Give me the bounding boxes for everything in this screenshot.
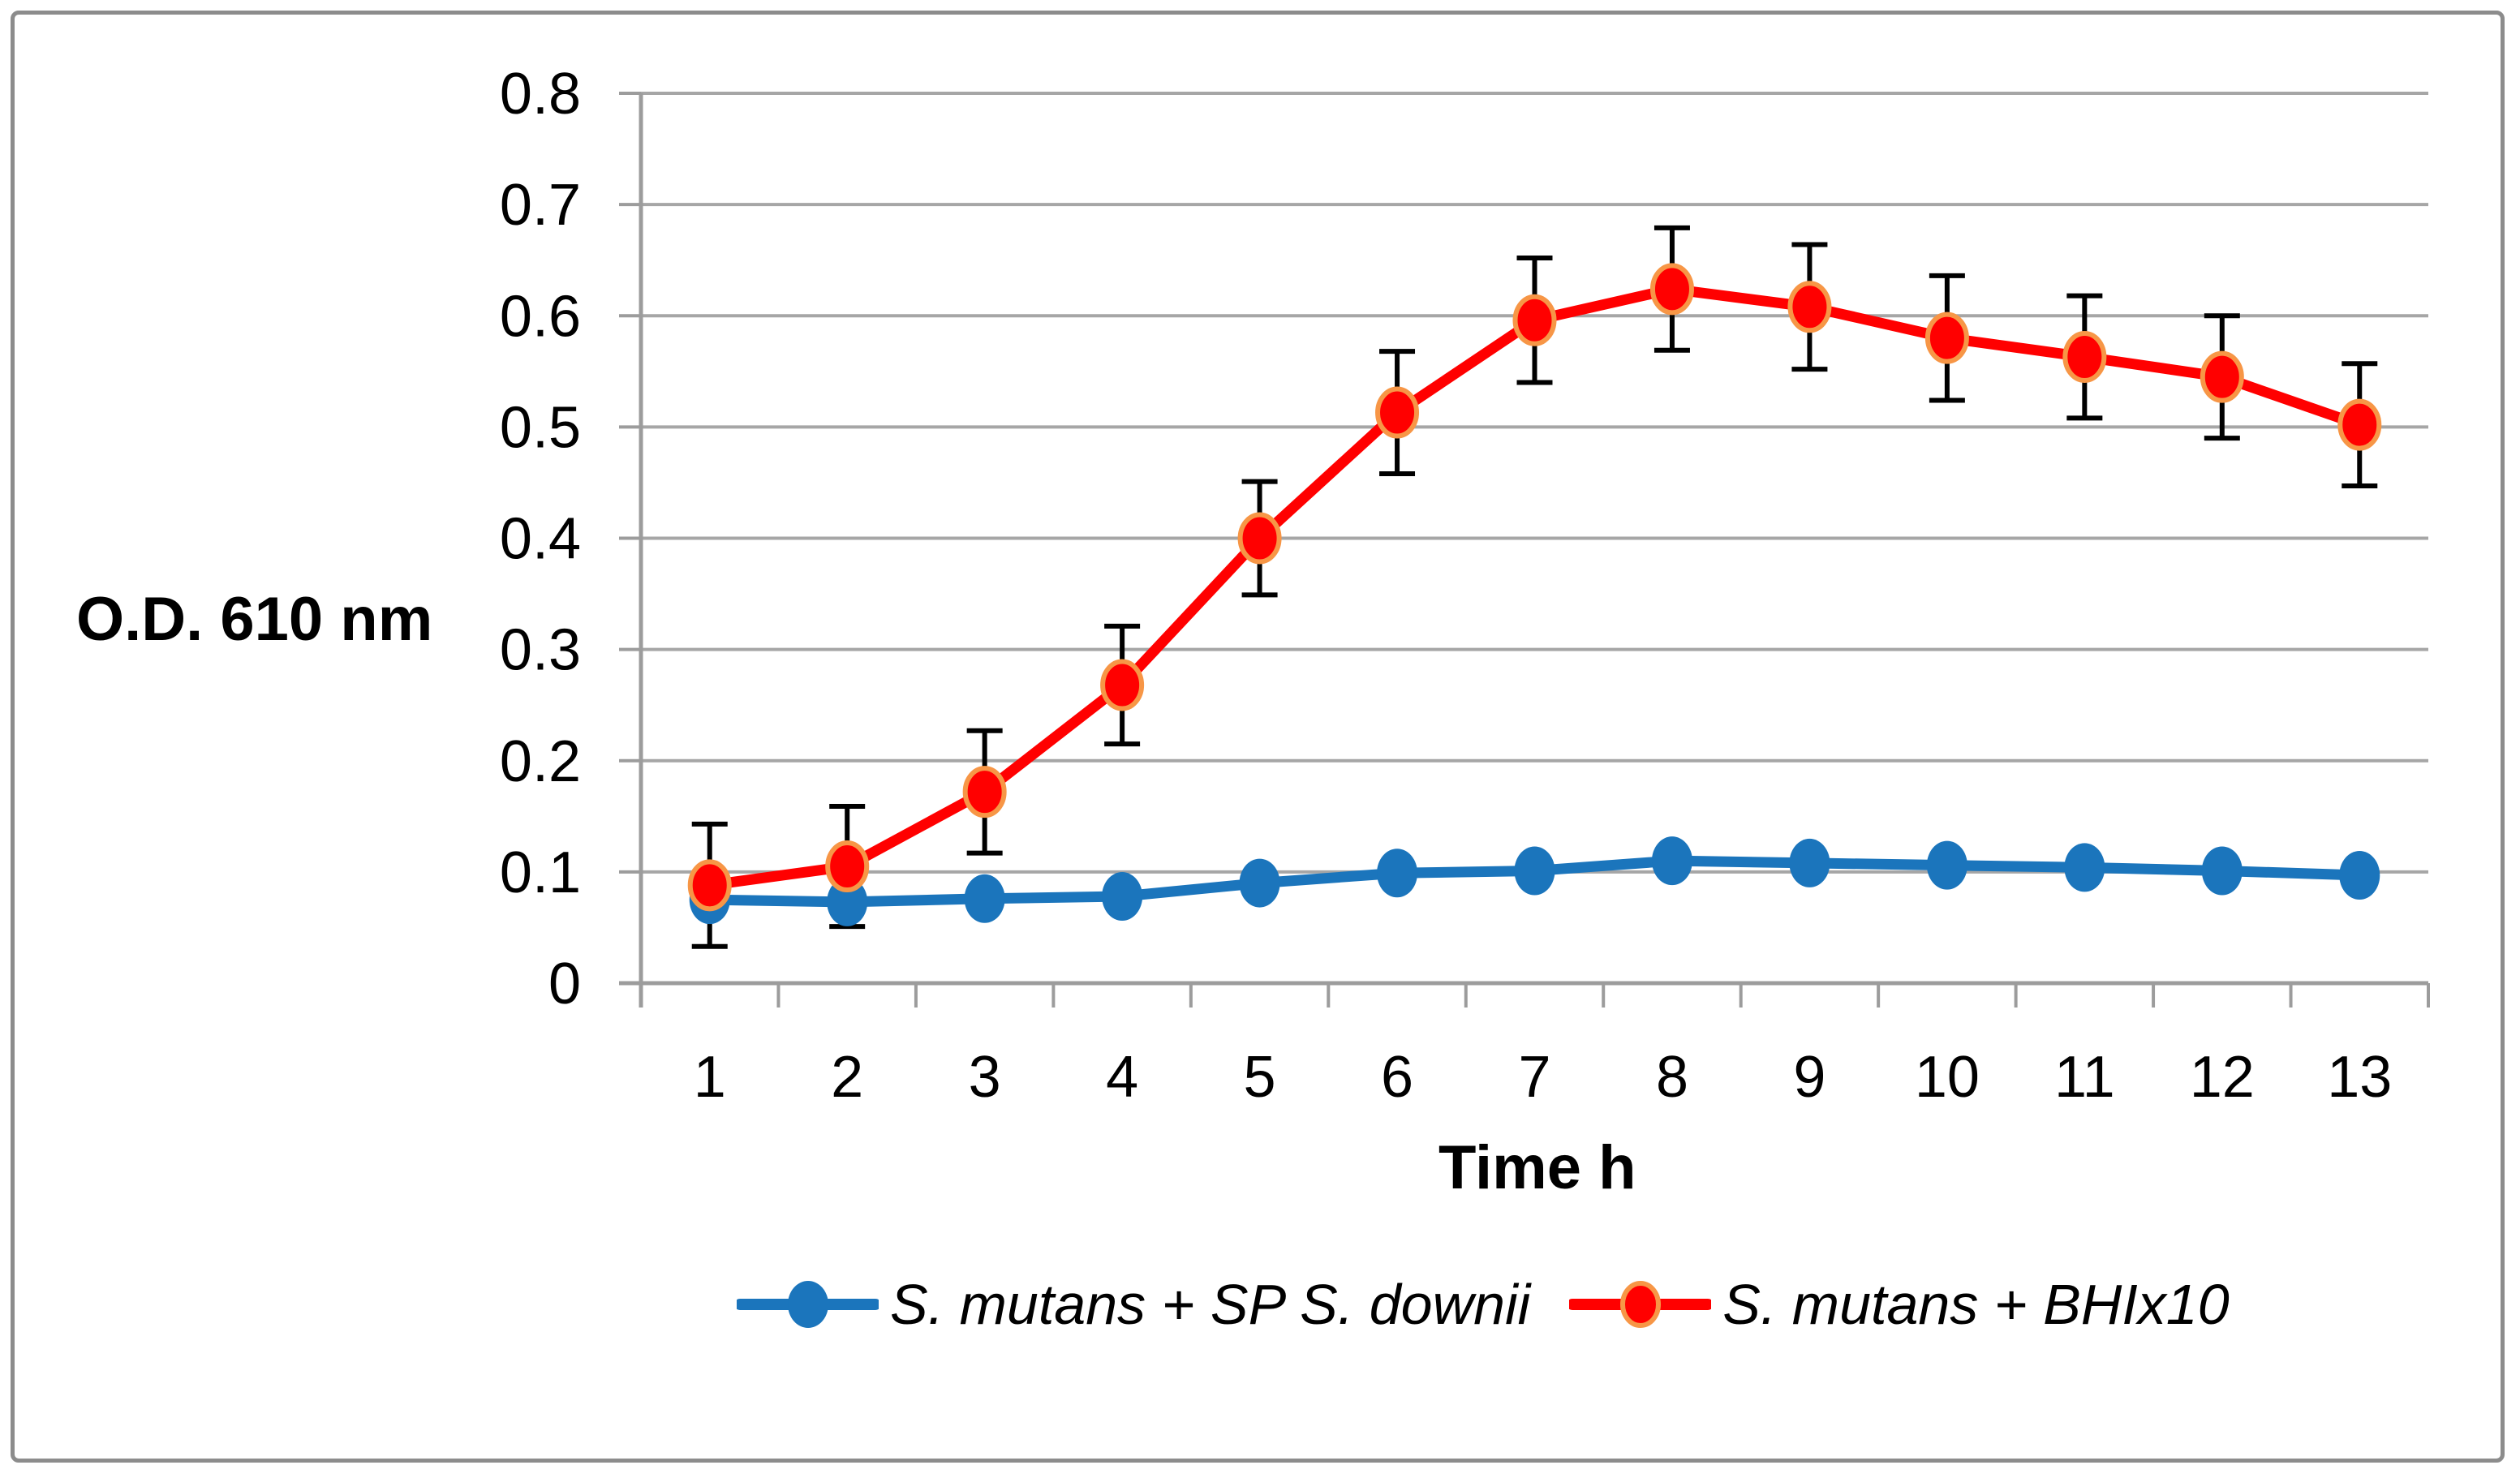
x-tick-label: 10 (1915, 1045, 1980, 1110)
y-tick-label: 0.7 (500, 173, 581, 238)
x-tick-label: 3 (969, 1045, 1001, 1110)
data-point-marker-0[interactable] (1926, 840, 1967, 890)
data-point-marker-1[interactable] (825, 840, 870, 893)
x-tick-label: 4 (1106, 1045, 1138, 1110)
x-tick-label: 11 (2054, 1045, 2115, 1110)
legend-label-bhix10: S. mutans + BHIx10 (1722, 1273, 2230, 1336)
red-line-marker-icon (1569, 1281, 1712, 1328)
data-point-marker-0[interactable] (1239, 858, 1280, 908)
data-point-marker-0[interactable] (1102, 872, 1143, 922)
y-axis-title: O.D. 610 nm (76, 585, 433, 654)
x-tick-label: 13 (2327, 1045, 2392, 1110)
blue-line-marker-icon (737, 1281, 879, 1328)
y-tick-label: 0.2 (500, 729, 581, 794)
chart-frame-border (11, 11, 2505, 1463)
y-tick-label: 0.1 (500, 840, 581, 905)
legend-item-bhix10[interactable]: S. mutans + BHIx10 (1569, 1272, 2230, 1337)
data-point-marker-0[interactable] (1514, 846, 1555, 896)
y-tick-label: 0.6 (500, 284, 581, 349)
data-point-marker-1[interactable] (687, 859, 732, 912)
data-point-marker-1[interactable] (1512, 294, 1557, 346)
x-tick-label: 6 (1381, 1045, 1413, 1110)
legend: S. mutans + SP S. downii S. mutans + BHI… (737, 1264, 2230, 1345)
y-tick-label: 0.5 (500, 395, 581, 460)
data-point-marker-1[interactable] (1787, 281, 1832, 333)
legend-label-sp-downii: S. mutans + SP S. downii (890, 1273, 1531, 1336)
data-point-marker-0[interactable] (1789, 838, 1830, 887)
data-point-marker-1[interactable] (2337, 398, 2382, 451)
y-tick-label: 0.8 (500, 62, 581, 127)
y-tick-label: 0.3 (500, 618, 581, 683)
data-point-marker-0[interactable] (1377, 849, 1418, 898)
y-tick-label: 0 (548, 952, 581, 1016)
x-tick-label: 9 (1793, 1045, 1825, 1110)
x-axis-title: Time h (1438, 1133, 1636, 1202)
x-tick-label: 8 (1656, 1045, 1688, 1110)
data-point-marker-0[interactable] (2064, 843, 2105, 892)
data-point-marker-1[interactable] (2200, 350, 2244, 403)
x-tick-label: 1 (694, 1045, 726, 1110)
x-tick-label: 2 (831, 1045, 863, 1110)
x-tick-label: 12 (2190, 1045, 2255, 1110)
x-tick-label: 5 (1244, 1045, 1276, 1110)
data-point-marker-1[interactable] (1375, 386, 1420, 439)
data-point-marker-0[interactable] (827, 877, 868, 926)
data-point-marker-1[interactable] (1100, 659, 1145, 711)
x-tick-label: 7 (1518, 1045, 1550, 1110)
data-point-marker-1[interactable] (1649, 263, 1694, 316)
y-tick-label: 0.4 (500, 507, 581, 572)
data-point-marker-1[interactable] (1924, 311, 1969, 364)
data-point-marker-0[interactable] (2339, 850, 2380, 900)
data-point-marker-0[interactable] (1651, 836, 1692, 886)
data-point-marker-1[interactable] (962, 766, 1007, 818)
data-point-marker-1[interactable] (1237, 512, 1282, 565)
data-point-marker-0[interactable] (964, 874, 1005, 923)
data-point-marker-0[interactable] (2201, 846, 2243, 896)
legend-item-sp-downii[interactable]: S. mutans + SP S. downii (737, 1272, 1530, 1337)
data-point-marker-1[interactable] (2062, 330, 2107, 383)
